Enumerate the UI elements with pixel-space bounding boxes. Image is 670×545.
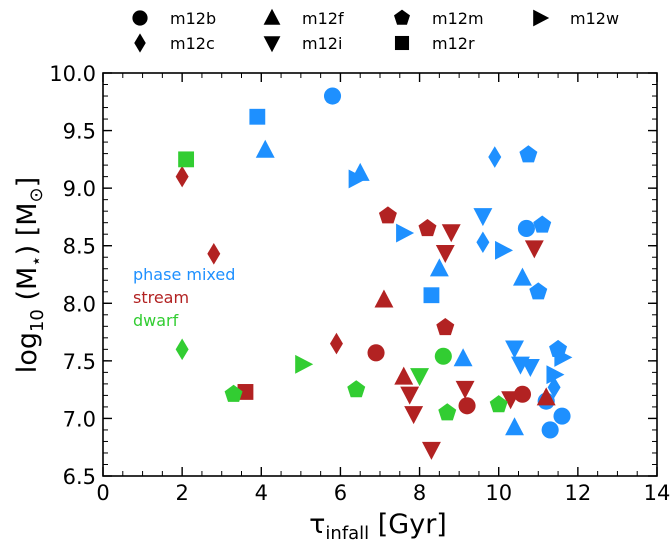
- data-point-circle: [517, 219, 535, 237]
- legend-label: m12m: [432, 9, 484, 28]
- data-point-triangle-down: [421, 441, 441, 460]
- data-point-pentagon: [347, 380, 366, 398]
- legend-label: m12b: [170, 9, 216, 28]
- data-point-triangle-down: [400, 386, 420, 405]
- y-tick-label: 9.0: [63, 177, 96, 201]
- y-tick-label: 8.5: [63, 235, 96, 259]
- data-point-circle: [553, 407, 571, 425]
- data-point-triangle-up: [429, 258, 449, 277]
- y-tick-label: 7.5: [63, 350, 96, 374]
- data-point-pentagon: [418, 218, 437, 237]
- legend-marker-pentagon: [394, 9, 410, 25]
- data-point-diamond: [175, 338, 189, 361]
- data-point-circle: [434, 347, 452, 365]
- data-point-square: [249, 108, 266, 125]
- data-point-square: [423, 287, 440, 304]
- annotation-phase-mixed: phase mixed: [133, 265, 235, 284]
- data-point-triangle-right: [295, 354, 314, 374]
- data-point-triangle-up: [453, 348, 473, 367]
- data-point-triangle-down: [473, 208, 493, 227]
- data-point-pentagon: [436, 318, 455, 336]
- annotation-dwarf: dwarf: [133, 311, 179, 330]
- data-point-triangle-right: [546, 365, 565, 385]
- data-point-triangle-down: [435, 244, 455, 263]
- data-point-square: [237, 384, 254, 400]
- legend-marker-square: [394, 35, 410, 51]
- data-point-triangle-down: [520, 358, 540, 377]
- legend-label: m12r: [432, 34, 475, 53]
- data-point-circle: [541, 421, 559, 439]
- data-point-triangle-right: [495, 240, 514, 260]
- y-axis-title: log10 (M⋆) [M⊙]: [12, 177, 48, 373]
- x-tick-label: 14: [644, 481, 670, 505]
- data-point-triangle-down: [505, 340, 524, 359]
- data-point-triangle-down: [455, 380, 475, 399]
- data-point-diamond: [488, 146, 502, 168]
- data-point-circle: [367, 344, 385, 362]
- legend-marker-triangle-up: [263, 8, 281, 25]
- data-point-triangle-down: [524, 240, 544, 259]
- x-tick-label: 2: [175, 481, 188, 505]
- x-tick-label: 0: [96, 481, 109, 505]
- legend: m12b m12f m12m m12w m12c m12i m12r: [132, 8, 619, 53]
- data-point-triangle-up: [255, 139, 275, 158]
- legend-marker-diamond: [134, 33, 146, 53]
- data-point-triangle-right: [348, 169, 367, 189]
- data-point-triangle-down: [410, 368, 430, 387]
- data-point-circle: [458, 397, 476, 415]
- data-point-circle: [323, 87, 342, 105]
- x-axis-title: τinfall [Gyr]: [309, 509, 447, 544]
- x-axis: 0 2 4 6 8 10 12 14: [96, 73, 670, 505]
- legend-marker-circle: [132, 10, 148, 26]
- data-point-triangle-up: [394, 366, 414, 385]
- data-point-pentagon: [519, 145, 538, 163]
- data-point-diamond: [329, 332, 343, 355]
- data-point-square: [178, 151, 195, 168]
- data-point-triangle-up: [536, 387, 556, 406]
- legend-label: m12c: [170, 34, 215, 53]
- data-point-pentagon: [529, 282, 548, 300]
- y-tick-label: 7.0: [63, 407, 96, 431]
- class-annotations: phase mixed stream dwarf: [133, 265, 235, 330]
- data-point-pentagon: [378, 206, 397, 224]
- data-point-triangle-up: [513, 267, 532, 286]
- y-tick-label: 9.5: [63, 120, 96, 144]
- x-tick-label: 10: [485, 481, 512, 505]
- legend-label: m12f: [302, 9, 344, 28]
- x-tick-label: 8: [413, 481, 426, 505]
- data-point-triangle-up: [505, 417, 524, 436]
- data-point-triangle-right: [554, 347, 573, 367]
- data-point-triangle-down: [404, 406, 424, 425]
- data-point-triangle-up: [374, 289, 394, 308]
- y-axis: 6.5 7.0 7.5 8.0 8.5 9.0 9.5 10.0: [49, 62, 657, 489]
- data-point-diamond: [476, 231, 490, 254]
- data-point-pentagon: [533, 215, 552, 233]
- y-tick-label: 6.5: [63, 465, 96, 489]
- y-tick-label: 8.0: [63, 292, 96, 316]
- data-point-pentagon: [224, 384, 243, 402]
- legend-marker-triangle-right: [533, 9, 550, 27]
- data-point-diamond: [547, 376, 561, 399]
- y-tick-label: 10.0: [49, 62, 96, 86]
- x-tick-label: 4: [255, 481, 268, 505]
- x-tick-label: 6: [334, 481, 347, 505]
- data-point-diamond: [207, 242, 221, 265]
- annotation-stream: stream: [133, 288, 189, 307]
- legend-label: m12w: [570, 9, 619, 28]
- data-point-pentagon: [438, 403, 457, 421]
- data-point-diamond: [175, 165, 189, 188]
- data-point-triangle-right: [396, 223, 415, 243]
- data-point-triangle-down: [501, 391, 521, 410]
- data-points: [175, 87, 573, 460]
- data-point-pentagon: [489, 395, 508, 413]
- legend-marker-triangle-down: [263, 36, 281, 53]
- data-point-triangle-down: [441, 224, 461, 243]
- data-point-circle: [513, 385, 532, 403]
- legend-label: m12i: [302, 34, 342, 53]
- x-tick-label: 12: [564, 481, 591, 505]
